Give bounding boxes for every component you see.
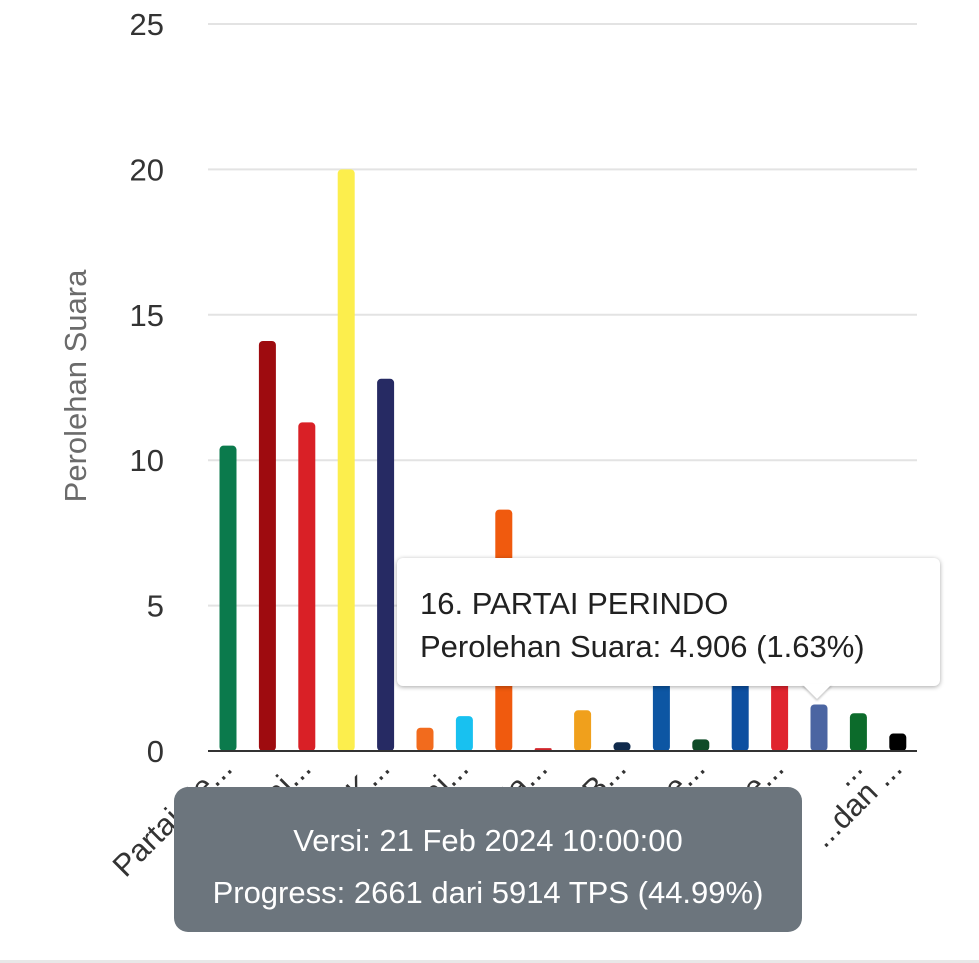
bar-17[interactable] [849,713,867,751]
version-progress-toast: Versi: 21 Feb 2024 10:00:00 Progress: 26… [174,787,802,932]
y-tick-label: 0 [147,734,164,769]
version-text: Versi: 21 Feb 2024 10:00:00 [293,823,683,858]
tooltip-caret [802,684,832,699]
bar-13[interactable] [692,739,710,751]
y-tick-labels: 0 5 10 15 20 25 [130,7,164,769]
bar-11[interactable] [613,742,631,751]
bar-18[interactable] [889,733,907,751]
progress-text: Progress: 2661 dari 5914 TPS (44.99%) [212,875,764,910]
tooltip-value: Perolehan Suara: 4.906 (1.63%) [420,629,865,664]
bar-10[interactable] [574,710,592,751]
bar-tooltip: 16. PARTAI PERINDO Perolehan Suara: 4.90… [397,558,940,686]
y-tick-label: 5 [147,589,164,624]
bar-2[interactable] [258,340,276,751]
bar-3[interactable] [298,422,316,751]
tooltip-title: 16. PARTAI PERINDO [420,586,729,621]
y-tick-label: 20 [130,152,164,187]
y-tick-label: 10 [130,443,164,478]
y-tick-label: 25 [130,7,164,42]
bar-7[interactable] [455,716,473,751]
bars[interactable] [219,169,907,751]
y-tick-label: 15 [130,298,164,333]
bar-6[interactable] [416,727,434,751]
y-axis-label: Perolehan Suara [58,269,93,502]
bar-4[interactable] [337,169,355,751]
divider [0,960,979,963]
bar-5[interactable] [377,378,395,751]
bar-1[interactable] [219,445,237,751]
bar-16[interactable] [810,704,828,751]
